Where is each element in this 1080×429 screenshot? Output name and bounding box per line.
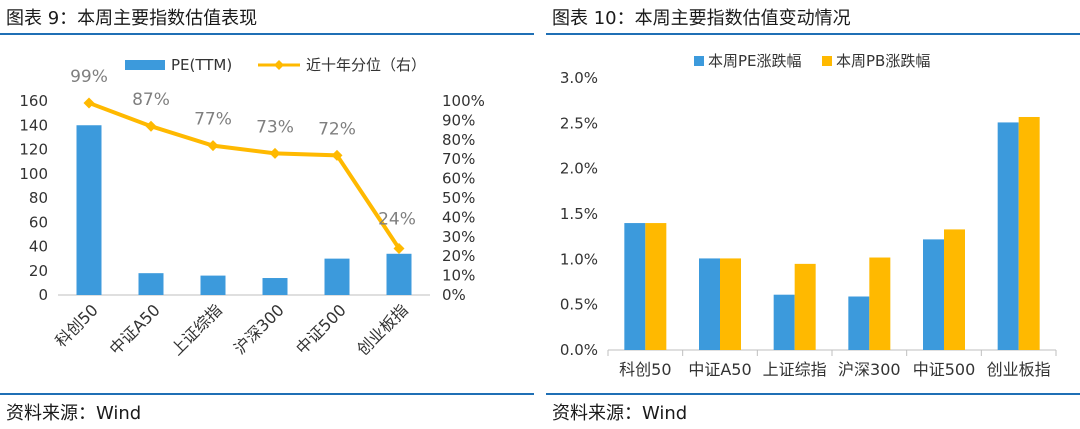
y-tick-label: 2.5% — [560, 114, 598, 132]
x-category-label: 中证500 — [292, 300, 350, 358]
pb-change-bar — [645, 223, 667, 350]
figure-9-title: 图表 9：本周主要指数估值表现 — [6, 8, 258, 29]
x-category-label: 上证综指 — [167, 300, 226, 359]
figure-9-bottom-rule — [0, 393, 534, 395]
pe-change-bar — [923, 239, 944, 350]
percentile-marker — [207, 140, 219, 152]
figure-9-top-rule — [0, 33, 534, 35]
pb-change-bar — [794, 263, 816, 350]
figure-10-panel: 图表 10：本周主要指数估值变动情况 0.0% 0.5% 1.0% 1.5% 2.0% 2… — [546, 0, 1080, 429]
pe-bar — [262, 278, 288, 295]
figure-10-chart: 0.0% 0.5% 1.0% 1.5% 2.0% 2.5% 3.0% 科创50 中证A50 上证综… — [560, 52, 1057, 379]
legend-swatch-pe — [125, 60, 165, 70]
legend-swatch-pb-change — [822, 56, 832, 66]
y-left-tick-label: 0 — [38, 286, 48, 304]
pe-change-bar — [699, 258, 720, 350]
x-category-label: 创业板指 — [353, 300, 412, 359]
y-right-tick-label: 90% — [442, 111, 475, 129]
figure-9-panel: 图表 9：本周主要指数估值表现 0 20 40 60 80 100 120 140 160 0% 1… — [0, 0, 534, 429]
y-left-tick-label: 100 — [19, 165, 48, 183]
x-category-label: 中证500 — [913, 360, 976, 379]
legend-marker-percentile — [274, 60, 284, 70]
percentile-data-label: 77% — [194, 110, 232, 130]
figure-9-chart: 0 20 40 60 80 100 120 140 160 0%10% 20%30% 40%50%60… — [19, 56, 485, 359]
percentile-marker — [83, 97, 95, 109]
pe-bar — [324, 258, 350, 295]
percentile-line — [88, 101, 401, 250]
x-category-label: 创业板指 — [987, 360, 1051, 379]
x-category-label: 中证A50 — [106, 300, 164, 358]
legend-label-pb-change: 本周PB涨跌幅 — [836, 52, 930, 70]
y-tick-label: 3.0% — [560, 69, 598, 87]
pe-change-bar — [773, 294, 795, 350]
figure-10-source: 资料来源：Wind — [552, 403, 688, 424]
percentile-marker — [145, 120, 157, 132]
legend-label-percentile: 近十年分位（右） — [306, 56, 426, 74]
percentile-marker — [269, 147, 281, 159]
pb-change-bar — [1018, 116, 1040, 350]
y-tick-label: 0.0% — [560, 341, 598, 359]
y-tick-label: 1.0% — [560, 250, 598, 268]
legend-swatch-pe-change — [694, 56, 704, 66]
x-category-label: 科创50 — [51, 300, 101, 350]
pb-change-bar — [944, 229, 965, 350]
percentile-data-label: 87% — [132, 90, 170, 110]
legend-label-pe: PE(TTM) — [171, 56, 232, 74]
figure-10-top-rule — [546, 33, 1080, 35]
pb-change-bar — [720, 258, 741, 350]
pb-change-bar — [869, 257, 891, 350]
pe-bar — [200, 275, 226, 295]
y-right-tick-label: 70% — [442, 150, 475, 168]
y-left-tick-label: 140 — [19, 116, 48, 134]
percentile-data-label: 99% — [70, 67, 108, 87]
percentile-marker — [331, 149, 343, 161]
y-left-tick-label: 120 — [19, 141, 48, 159]
y-right-tick-label: 30% — [442, 228, 475, 246]
x-category-label: 沪深300 — [230, 300, 288, 358]
pe-bar — [76, 125, 102, 295]
figure-10-bottom-rule — [546, 393, 1080, 395]
pe-change-bar — [848, 296, 870, 350]
pe-bar — [386, 253, 412, 295]
x-category-label: 沪深300 — [838, 360, 901, 379]
y-left-tick-label: 160 — [19, 92, 48, 110]
y-tick-label: 2.0% — [560, 160, 598, 178]
pe-bar — [138, 273, 164, 295]
y-left-tick-label: 20 — [29, 262, 48, 280]
y-tick-label: 0.5% — [560, 296, 598, 314]
y-right-tick-label: 10% — [442, 267, 475, 285]
pe-change-bar — [624, 223, 646, 350]
y-left-tick-label: 40 — [29, 238, 48, 256]
x-category-label: 上证综指 — [763, 360, 827, 379]
y-right-tick-label: 60% — [442, 170, 475, 188]
y-right-tick-label: 100% — [442, 92, 485, 110]
y-right-tick-label: 40% — [442, 208, 475, 226]
y-right-tick-label: 80% — [442, 131, 475, 149]
percentile-data-label: 73% — [256, 117, 294, 137]
figure-9-source: 资料来源：Wind — [6, 403, 142, 424]
percentile-marker — [393, 242, 405, 254]
percentile-data-label: 72% — [318, 119, 356, 139]
legend-label-pe-change: 本周PE涨跌幅 — [708, 52, 802, 70]
y-right-tick-label: 50% — [442, 189, 475, 207]
pe-change-bar — [997, 122, 1019, 350]
x-category-label: 中证A50 — [688, 360, 751, 379]
y-right-tick-label: 0% — [442, 286, 466, 304]
y-left-tick-label: 60 — [29, 213, 48, 231]
y-left-tick-label: 80 — [29, 189, 48, 207]
percentile-data-label: 24% — [378, 209, 416, 229]
y-right-tick-label: 20% — [442, 247, 475, 265]
figure-10-title: 图表 10：本周主要指数估值变动情况 — [552, 8, 851, 29]
y-tick-label: 1.5% — [560, 205, 598, 223]
x-category-label: 科创50 — [619, 360, 671, 379]
